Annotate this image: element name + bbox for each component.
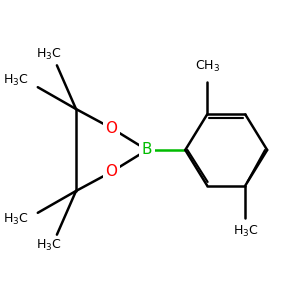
Text: B: B: [142, 142, 152, 158]
Text: H$_3$C: H$_3$C: [36, 47, 62, 62]
Text: CH$_3$: CH$_3$: [194, 59, 220, 74]
Text: H$_3$C: H$_3$C: [3, 73, 28, 88]
Text: H$_3$C: H$_3$C: [232, 224, 258, 239]
Text: O: O: [106, 121, 118, 136]
Text: H$_3$C: H$_3$C: [36, 238, 62, 253]
Text: O: O: [106, 164, 118, 179]
Text: H$_3$C: H$_3$C: [3, 212, 28, 227]
